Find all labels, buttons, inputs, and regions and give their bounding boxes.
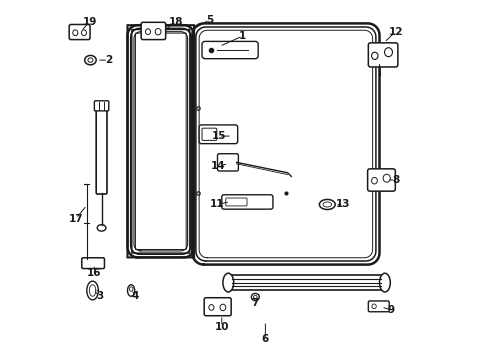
FancyBboxPatch shape [94,101,108,111]
Text: 9: 9 [387,305,394,315]
Text: 17: 17 [69,213,83,224]
FancyBboxPatch shape [199,125,237,144]
FancyBboxPatch shape [204,298,231,316]
Text: 11: 11 [210,199,224,210]
Text: 6: 6 [261,334,268,344]
FancyBboxPatch shape [367,301,388,312]
FancyBboxPatch shape [202,128,216,140]
Text: 16: 16 [87,267,102,278]
Text: 18: 18 [168,17,183,27]
Text: 8: 8 [391,175,399,185]
Text: 12: 12 [387,27,402,37]
FancyBboxPatch shape [81,258,104,269]
Text: 13: 13 [336,199,350,210]
Text: 1: 1 [239,31,246,41]
Text: 14: 14 [211,161,225,171]
Text: 10: 10 [214,321,228,332]
FancyBboxPatch shape [141,22,165,40]
Text: 19: 19 [82,17,97,27]
Text: 7: 7 [250,298,258,308]
Text: 3: 3 [96,291,103,301]
FancyBboxPatch shape [225,198,246,206]
FancyBboxPatch shape [96,108,107,194]
Text: 4: 4 [131,291,139,301]
Text: 2: 2 [104,55,112,65]
FancyBboxPatch shape [222,195,272,209]
Text: 15: 15 [211,131,225,141]
FancyBboxPatch shape [202,41,258,59]
FancyBboxPatch shape [367,169,394,191]
FancyBboxPatch shape [367,43,397,67]
FancyBboxPatch shape [69,24,90,40]
Text: 5: 5 [205,15,213,25]
FancyBboxPatch shape [217,154,238,171]
